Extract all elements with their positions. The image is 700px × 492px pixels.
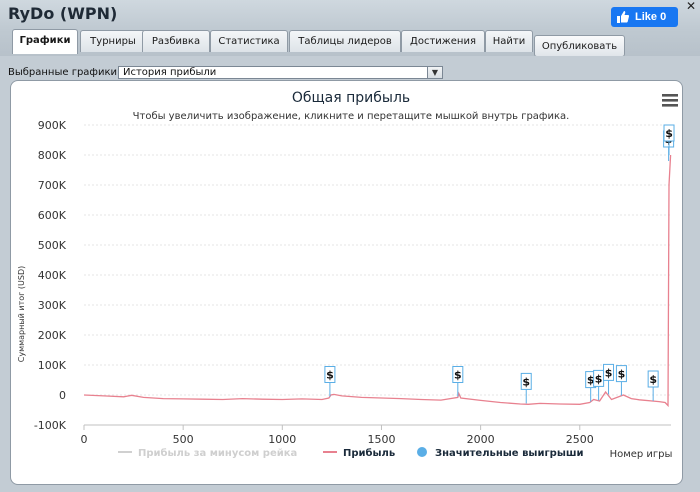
- big-win-label: $: [665, 127, 673, 140]
- y-tick-labels: -100K 0 100K 200K 300K 400K 500K 600K 700K 800K 90…: [34, 119, 67, 432]
- y-tick-label: 700K: [38, 179, 67, 192]
- big-win-flag[interactable]: $: [520, 372, 532, 404]
- legend-item-net[interactable]: Прибыль за минусом рейка: [118, 447, 297, 459]
- close-icon[interactable]: ✕: [685, 0, 697, 13]
- legend-label: Прибыль: [343, 447, 395, 459]
- big-win-label: $: [522, 375, 530, 388]
- tab-leaderboards[interactable]: Таблицы лидеров: [289, 30, 401, 52]
- y-tick-label: -100K: [34, 419, 67, 432]
- big-win-label: $: [454, 369, 462, 382]
- y-tick-label: 500K: [38, 239, 67, 252]
- big-win-flag[interactable]: $: [324, 366, 336, 397]
- x-tick-label: 2500: [566, 433, 594, 446]
- x-tick-labels: 0 500 1000 1500 2000 2500: [81, 425, 594, 446]
- chart-title: Общая прибыль: [292, 90, 410, 106]
- facebook-like-button[interactable]: Like 0: [611, 7, 678, 27]
- big-win-label: $: [618, 368, 626, 381]
- chart-panel: Общая прибыль Чтобы увеличить изображени…: [10, 80, 683, 485]
- big-win-flag[interactable]: $: [647, 370, 659, 401]
- big-win-label: $: [605, 366, 613, 379]
- graph-select[interactable]: История прибыли ▼: [118, 66, 443, 79]
- x-tick-label: 1500: [367, 433, 395, 446]
- tab-label: Графики: [19, 35, 71, 46]
- big-win-flag[interactable]: $: [593, 369, 605, 401]
- big-win-flag[interactable]: $: [615, 365, 627, 396]
- tab-label: Найти: [492, 36, 526, 47]
- tab-label: Турниры: [90, 36, 136, 47]
- profit-series: [83, 154, 672, 408]
- graph-select-value: История прибыли: [123, 67, 217, 78]
- legend[interactable]: Прибыль за минусом рейка Прибыль Значите…: [118, 447, 584, 459]
- big-win-flag[interactable]: $: [663, 124, 675, 155]
- big-win-flag[interactable]: $: [603, 363, 615, 395]
- x-tick-label: 500: [173, 433, 194, 446]
- big-win-label: $: [587, 374, 595, 387]
- chart-subtitle: Чтобы увеличить изображение, кликните и …: [133, 111, 570, 122]
- facebook-like-label: Like 0: [635, 11, 667, 23]
- thumbs-up-icon: [617, 11, 630, 23]
- legend-item-profit[interactable]: Прибыль: [323, 447, 395, 459]
- y-tick-label: 400K: [38, 269, 67, 282]
- y-tick-label: 900K: [38, 119, 67, 132]
- big-win-label: $: [326, 369, 334, 382]
- y-tick-label: 600K: [38, 209, 67, 222]
- y-tick-label: 200K: [38, 329, 67, 342]
- legend-item-big-wins[interactable]: Значительные выигрыши: [417, 447, 584, 459]
- y-tick-label: 0: [59, 389, 66, 402]
- tab-tournaments[interactable]: Турниры: [80, 30, 146, 52]
- tab-label: Таблицы лидеров: [298, 36, 392, 47]
- tab-label: Достижения: [410, 36, 476, 47]
- big-win-flag[interactable]: $: [452, 366, 464, 397]
- tab-statistics[interactable]: Статистика: [210, 30, 288, 52]
- y-tick-label: 800K: [38, 149, 67, 162]
- tab-breakdown[interactable]: Разбивка: [142, 30, 210, 52]
- big-win-label: $: [595, 372, 603, 385]
- x-axis-label: Номер игры: [610, 449, 673, 460]
- tab-label: Разбивка: [151, 36, 201, 47]
- tab-search[interactable]: Найти: [485, 30, 533, 52]
- series-line-profit: [83, 154, 672, 408]
- graph-select-label: Выбранные графики:: [8, 67, 121, 78]
- big-win-label: $: [649, 373, 657, 386]
- window-title: RyDo (WPN): [8, 4, 118, 23]
- y-axis-label: Суммарный итог (USD): [17, 266, 26, 363]
- menu-icon[interactable]: [662, 94, 678, 107]
- grid-lines: [84, 124, 671, 426]
- y-tick-label: 300K: [38, 299, 67, 312]
- publish-button[interactable]: Опубликовать: [534, 35, 625, 57]
- legend-label: Прибыль за минусом рейка: [138, 447, 297, 459]
- tab-graphs[interactable]: Графики: [12, 29, 78, 54]
- x-tick-label: 2000: [467, 433, 495, 446]
- tab-achievements[interactable]: Достижения: [401, 30, 485, 52]
- chevron-down-icon[interactable]: ▼: [427, 67, 442, 78]
- profit-chart[interactable]: Общая прибыль Чтобы увеличить изображени…: [11, 81, 682, 484]
- big-win-markers[interactable]: $$$$$$$$$$: [324, 124, 675, 404]
- legend-label: Значительные выигрыши: [435, 448, 584, 459]
- tab-label: Статистика: [218, 36, 280, 47]
- x-tick-label: 0: [81, 433, 88, 446]
- y-tick-label: 100K: [38, 359, 67, 372]
- x-tick-label: 1000: [268, 433, 296, 446]
